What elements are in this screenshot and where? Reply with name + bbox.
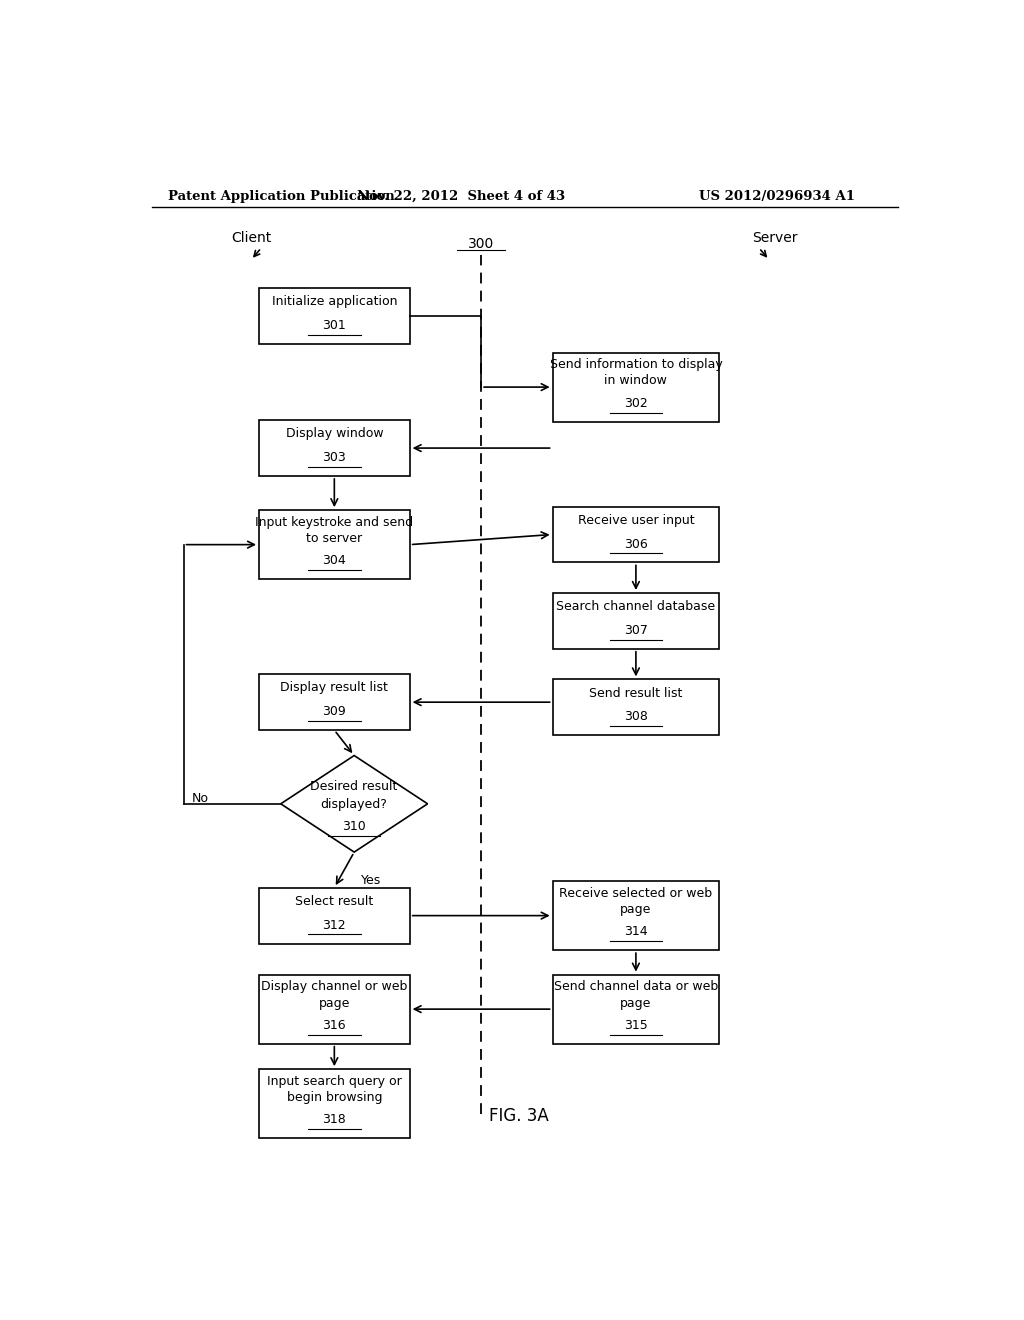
Text: 307: 307	[624, 624, 648, 638]
Text: 315: 315	[624, 1019, 648, 1032]
Text: 303: 303	[323, 451, 346, 465]
FancyBboxPatch shape	[553, 880, 719, 950]
Text: Patent Application Publication: Patent Application Publication	[168, 190, 394, 202]
FancyBboxPatch shape	[259, 1069, 410, 1138]
Text: Display result list: Display result list	[281, 681, 388, 694]
FancyBboxPatch shape	[259, 887, 410, 944]
Text: Yes: Yes	[360, 874, 381, 887]
FancyBboxPatch shape	[553, 680, 719, 735]
Text: US 2012/0296934 A1: US 2012/0296934 A1	[699, 190, 855, 202]
Text: 310: 310	[342, 820, 366, 833]
Text: Search channel database: Search channel database	[556, 601, 716, 612]
Text: in window: in window	[604, 375, 668, 388]
Text: FIG. 3A: FIG. 3A	[489, 1107, 549, 1125]
Text: page: page	[621, 997, 651, 1010]
FancyBboxPatch shape	[259, 420, 410, 477]
Text: displayed?: displayed?	[321, 799, 388, 812]
Text: 300: 300	[468, 236, 495, 251]
Text: 309: 309	[323, 705, 346, 718]
Text: 312: 312	[323, 919, 346, 932]
Text: Display window: Display window	[286, 428, 383, 441]
Text: 304: 304	[323, 554, 346, 568]
Text: 316: 316	[323, 1019, 346, 1032]
FancyBboxPatch shape	[259, 675, 410, 730]
Text: Display channel or web: Display channel or web	[261, 981, 408, 993]
Text: Send result list: Send result list	[589, 686, 683, 700]
Text: Send information to display: Send information to display	[550, 358, 722, 371]
Polygon shape	[281, 755, 428, 853]
FancyBboxPatch shape	[553, 352, 719, 421]
Text: page: page	[621, 903, 651, 916]
Text: Input search query or: Input search query or	[267, 1074, 401, 1088]
FancyBboxPatch shape	[553, 593, 719, 649]
Text: Select result: Select result	[295, 895, 374, 908]
Text: 308: 308	[624, 710, 648, 723]
Text: begin browsing: begin browsing	[287, 1092, 382, 1104]
Text: 318: 318	[323, 1113, 346, 1126]
Text: Receive user input: Receive user input	[578, 513, 694, 527]
FancyBboxPatch shape	[259, 510, 410, 579]
Text: Nov. 22, 2012  Sheet 4 of 43: Nov. 22, 2012 Sheet 4 of 43	[357, 190, 565, 202]
Text: Input keystroke and send: Input keystroke and send	[255, 516, 414, 529]
Text: Client: Client	[230, 231, 271, 244]
Text: Receive selected or web: Receive selected or web	[559, 887, 713, 900]
Text: to server: to server	[306, 532, 362, 545]
Text: Server: Server	[752, 231, 798, 244]
Text: 301: 301	[323, 319, 346, 333]
Text: page: page	[318, 997, 350, 1010]
Text: 302: 302	[624, 397, 648, 409]
Text: Initialize application: Initialize application	[271, 296, 397, 308]
FancyBboxPatch shape	[553, 507, 719, 562]
Text: Desired result: Desired result	[310, 780, 398, 793]
FancyBboxPatch shape	[553, 974, 719, 1044]
Text: Send channel data or web: Send channel data or web	[554, 981, 718, 993]
FancyBboxPatch shape	[259, 974, 410, 1044]
FancyBboxPatch shape	[259, 288, 410, 345]
Text: 306: 306	[624, 537, 648, 550]
Text: 314: 314	[624, 925, 648, 939]
Text: No: No	[191, 792, 209, 805]
